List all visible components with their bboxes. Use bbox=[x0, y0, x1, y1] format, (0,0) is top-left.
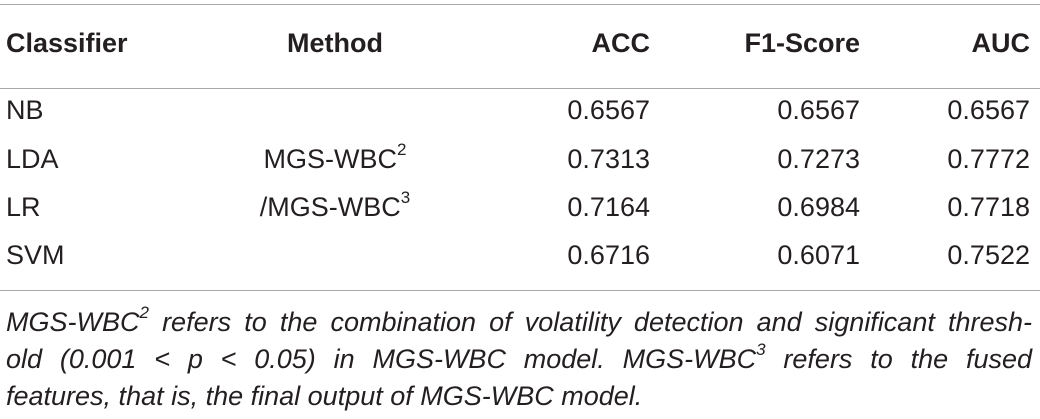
footnote-text: old (0.001 < p < 0.05) in MGS-WBC model.… bbox=[6, 344, 757, 374]
footnote-text: refers to the combination of volatility … bbox=[148, 307, 1032, 337]
footnote-line: MGS-WBC2 refers to the combination of vo… bbox=[6, 304, 1032, 341]
cell-classifier: LDA bbox=[6, 144, 59, 174]
method-superscript: 3 bbox=[400, 188, 411, 207]
method-label: /MGS-WBC bbox=[259, 192, 401, 222]
cell-classifier: NB bbox=[6, 95, 44, 125]
cell-acc: 0.7164 bbox=[567, 192, 650, 222]
header-acc: ACC bbox=[591, 28, 651, 58]
cell-acc: 0.6567 bbox=[567, 95, 650, 125]
header-classifier: Classifier bbox=[6, 28, 128, 58]
header-f1-score: F1-Score bbox=[744, 28, 860, 58]
method-superscript: 2 bbox=[397, 140, 407, 159]
footnote-superscript: 3 bbox=[756, 340, 766, 359]
table-footnote: MGS-WBC2 refers to the combination of vo… bbox=[6, 304, 1032, 415]
cell-auc: 0.6567 bbox=[947, 95, 1030, 125]
footnote-superscript: 2 bbox=[139, 303, 149, 322]
cell-auc: 0.7522 bbox=[947, 240, 1030, 270]
cell-f1-score: 0.6984 bbox=[777, 192, 860, 222]
table-top-rule bbox=[0, 4, 1040, 5]
cell-classifier: LR bbox=[6, 192, 41, 222]
cell-f1-score: 0.6567 bbox=[777, 95, 860, 125]
table-bottom-rule bbox=[0, 290, 1040, 291]
footnote-line: features, that is, the final output of M… bbox=[6, 381, 643, 411]
method-label: MGS-WBC bbox=[263, 144, 397, 174]
footnote-line: old (0.001 < p < 0.05) in MGS-WBC model.… bbox=[6, 341, 1032, 378]
cell-f1-score: 0.6071 bbox=[777, 240, 860, 270]
footnote-text: MGS-WBC bbox=[6, 307, 140, 337]
cell-acc: 0.6716 bbox=[567, 240, 650, 270]
cell-f1-score: 0.7273 bbox=[777, 144, 860, 174]
cell-method: MGS-WBC2 bbox=[205, 140, 465, 175]
cell-method: /MGS-WBC3 bbox=[205, 188, 465, 223]
header-method: Method bbox=[287, 28, 383, 58]
cell-auc: 0.7718 bbox=[947, 192, 1030, 222]
table-header-rule bbox=[0, 88, 1040, 89]
footnote-text: refers to the fused bbox=[765, 344, 1033, 374]
cell-auc: 0.7772 bbox=[947, 144, 1030, 174]
header-auc: AUC bbox=[971, 28, 1031, 58]
cell-classifier: SVM bbox=[6, 240, 65, 270]
cell-acc: 0.7313 bbox=[567, 144, 650, 174]
